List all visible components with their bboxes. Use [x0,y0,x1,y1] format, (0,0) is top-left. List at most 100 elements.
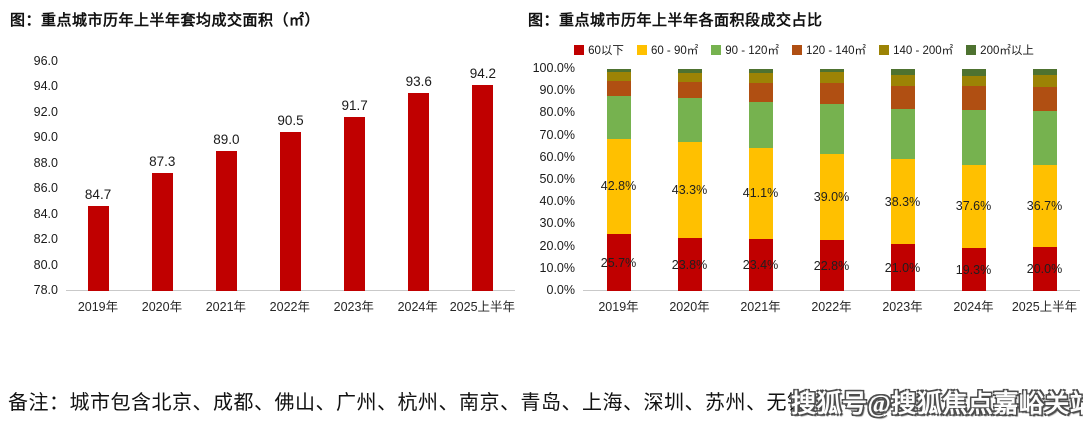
x-tick-label: 2024年 [397,300,438,314]
x-tick-label: 2025上半年 [449,300,516,314]
bar-segment-140200 [677,73,702,83]
y-tick-label: 94.0 [33,79,58,94]
stacked-bar [677,69,702,291]
bar-column: 89.0 [194,62,258,291]
bar-segment-60 [748,239,773,291]
x-tick-label: 2021年 [205,300,247,314]
left-chart-plot-area: 84.7 87.3 89.0 90.5 91.7 93.6 94.2 [66,62,515,291]
stacked-bar [606,68,631,291]
left-chart-y-axis: 96.0 94.0 92.0 90.0 88.0 86.0 84.0 82.0 80.0 78.0 [10,54,66,297]
bar-column: 91.7 [323,62,387,291]
bar-segment-140200 [819,72,844,83]
bar [151,172,173,291]
legend-swatch [879,45,890,55]
bar-value-label: 90.5 [277,113,304,128]
y-tick-label: 84.0 [33,206,58,221]
bar-segment-90120 [606,95,631,139]
stacked-bar [819,68,844,291]
bar-segment-120140 [961,85,986,110]
y-tick-label: 96.0 [33,54,58,68]
bar-segment-120140 [1032,87,1057,112]
segment-value-label: 39.0% [813,190,850,205]
left-chart-plot: 96.0 94.0 92.0 90.0 88.0 86.0 84.0 82.0 80.0 78.0… [10,54,515,297]
area-segment-share-chart: 图：重点城市历年上半年各面积段成交占比 60以下 60 - 90㎡ 90 - 120… [528,10,1080,315]
bar-segment-120140 [819,82,844,104]
stacked-bar [748,69,773,291]
bar-segment-120140 [748,83,773,103]
legend-item: 140 - 200㎡ [879,42,953,58]
bar [344,116,366,291]
bar-column: 84.7 [66,62,130,291]
y-tick-label: 50.0% [539,172,575,186]
bar-segment-200 [890,69,915,75]
x-tick-label: 2022年 [269,300,310,314]
left-chart-bars: 84.7 87.3 89.0 90.5 91.7 93.6 94.2 [66,62,515,291]
y-tick-label: 10.0% [539,260,575,275]
legend-swatch [711,45,722,55]
right-chart-bars: 25.7% 42.8% 23.8% 43.3% 23.4% 41.1% 22.8% 39.0%… [583,68,1080,291]
x-axis-labels: 2019年 2020年 2021年 2022年 2023年 2024年 2025上半年 [10,296,515,315]
bar-segment-120140 [606,80,631,96]
stacked-bar-column: 22.8% 39.0% [796,68,867,291]
legend-label: 120 - 140㎡ [805,45,867,57]
bar-segment-200 [677,69,702,74]
y-tick-label: 82.0 [33,232,58,247]
legend-item: 120 - 140㎡ [791,42,867,58]
segment-value-label: 37.6% [955,199,992,214]
bar-column: 87.3 [130,62,194,291]
bar-column: 93.6 [387,62,451,291]
segment-value-label: 38.3% [884,194,921,209]
y-tick-label: 80.0 [33,257,58,272]
x-axis-labels-inner: 2019年 2020年 2021年 2022年 2023年 2024年 2025上半年 [583,296,1080,315]
segment-value-label: 22.8% [813,258,850,273]
legend-swatch [574,45,585,55]
y-tick-label: 86.0 [33,181,58,196]
watermark: 搜狐号@搜狐焦点嘉峪关站 [791,391,1083,418]
x-tick-label: 2023年 [333,300,374,314]
bar-segment-6090 [819,153,844,241]
segment-value-label: 42.8% [600,179,637,194]
bar-segment-120140 [890,85,915,109]
bar [87,205,109,291]
legend-item: 90 - 120㎡ [711,42,779,58]
y-tick-label: 20.0% [539,238,575,253]
bar [472,84,494,291]
stacked-bar-column: 23.8% 43.3% [654,69,725,291]
bar-segment-90120 [819,103,844,154]
legend-item: 60 - 90㎡ [636,42,699,58]
left-chart-title: 图：重点城市历年上半年套均成交面积（㎡） [10,13,321,29]
y-tick-label: 90.0% [539,83,575,98]
bar-value-label: 87.3 [149,153,176,169]
bar-segment-120140 [677,82,702,99]
y-tick-label: 70.0% [539,127,575,142]
bar-segment-60 [606,233,631,291]
segment-value-label: 41.1% [742,186,779,201]
stacked-bar-column: 19.3% 37.6% [938,69,1009,291]
footnote: 备注：城市包含北京、成都、佛山、广州、杭州、南京、青岛、上海、深圳、苏州、无锡 [8,392,808,414]
stacked-bar-column: 25.7% 42.8% [583,68,654,291]
bar-segment-90120 [890,108,915,160]
segment-value-label: 19.3% [955,262,992,277]
bar-segment-200 [606,68,631,73]
x-tick-label: 2019年 [598,300,639,314]
bar-column: 90.5 [258,62,322,291]
right-chart-title: 图：重点城市历年上半年各面积段成交占比 [528,13,823,29]
bar-value-label: 91.7 [341,97,368,113]
y-tick-label: 80.0% [539,105,575,120]
legend-label: 140 - 200㎡ [893,45,954,57]
bar-segment-200 [961,69,986,76]
x-axis-labels: 2019年 2020年 2021年 2022年 2023年 2024年 2025上半年 [528,296,1080,315]
stacked-bar [1032,69,1057,291]
bar-segment-6090 [1032,165,1057,247]
bar-segment-140200 [890,74,915,86]
x-tick-label: 2024年 [953,300,994,314]
bar-segment-6090 [677,142,702,239]
bar-segment-200 [1032,69,1057,75]
x-tick-label: 2020年 [669,300,710,314]
bar-segment-90120 [961,109,986,165]
stacked-bar-column: 20.0% 36.7% [1009,69,1080,291]
bar-value-label: 94.2 [469,65,497,81]
legend-label: 60 - 90㎡ [650,45,699,57]
bar-segment-6090 [961,164,986,249]
bar-value-label: 89.0 [213,132,240,148]
